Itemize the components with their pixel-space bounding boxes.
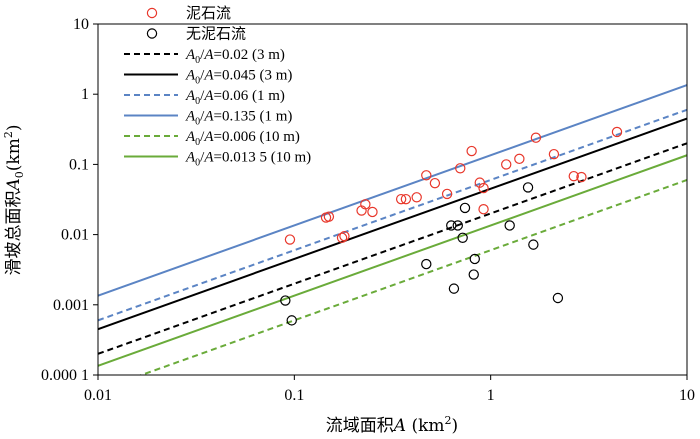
- non-debris-flow-point: [446, 220, 457, 231]
- axis-ticks: 0.01 0.1 1 10 0.000 1 0.001 0.01 0.1 1 10: [41, 16, 695, 404]
- debris-flow-point: [400, 193, 412, 205]
- legend-marker: [146, 7, 158, 19]
- y-tick-label: 10: [73, 16, 89, 33]
- y-tick-label: 0.1: [69, 156, 89, 173]
- x-tick-label: 0.01: [84, 387, 112, 404]
- debris-flow-point: [339, 230, 350, 242]
- non-debris-flow-point: [504, 220, 515, 231]
- debris-flow-point: [466, 145, 477, 157]
- debris-flow-point: [395, 193, 407, 205]
- legend-label: 无泥石流: [186, 25, 246, 43]
- debris-flow-point: [336, 232, 348, 244]
- y-axis-title: 滑坡总面积A0(km2): [2, 125, 26, 276]
- debris-flow-point: [478, 182, 489, 194]
- legend-item: A0/A=0.006 (10 m): [124, 129, 300, 148]
- y-tick-label: 1: [81, 86, 89, 103]
- debris-flow-point: [576, 171, 587, 183]
- legend-item: 无泥石流: [146, 25, 246, 43]
- debris-flow-point: [421, 170, 432, 181]
- fit-line-1: [98, 142, 687, 355]
- debris-flow-point: [455, 163, 466, 174]
- debris-flow-point: [611, 126, 623, 138]
- debris-flow-point: [429, 177, 441, 189]
- non-debris-flow-point: [522, 182, 534, 193]
- non-debris-flow-point: [280, 295, 291, 306]
- debris-flow-point: [411, 192, 422, 203]
- fit-line-3: [98, 108, 687, 322]
- fit-lines: [98, 84, 687, 375]
- axis-titles: 流域面积A (km2) 滑坡总面积A0(km2): [2, 125, 458, 436]
- legend-item: A0/A=0.045 (3 m): [124, 68, 292, 87]
- debris-flow-point: [367, 206, 378, 218]
- legend-marker: [146, 28, 158, 39]
- legend-label: A0/A=0.135 (1 m): [185, 109, 292, 128]
- legend-label: A0/A=0.013 5 (10 m): [185, 150, 311, 169]
- x-tick-label: 0.1: [284, 387, 304, 404]
- fit-line-2: [98, 117, 687, 331]
- debris-flow-point: [478, 204, 489, 215]
- legend-label: 泥石流: [186, 4, 231, 22]
- y-tick-label: 0.01: [61, 227, 89, 244]
- x-tick-label: 1: [487, 387, 495, 404]
- y-tick-label: 0.001: [53, 297, 89, 314]
- legend-item: A0/A=0.135 (1 m): [124, 109, 292, 128]
- legend-label: A0/A=0.06 (1 m): [185, 88, 285, 107]
- legend-item: 泥石流: [146, 4, 231, 22]
- fit-line-5: [138, 179, 687, 375]
- legend-label: A0/A=0.045 (3 m): [185, 68, 292, 87]
- legend-item: A0/A=0.02 (3 m): [124, 47, 285, 66]
- debris-flow-point: [514, 153, 525, 165]
- non-debris-flow-point: [448, 283, 460, 294]
- plot-frame: [97, 23, 688, 376]
- non-debris-flow-point: [469, 253, 480, 265]
- non-debris-flow-point: [552, 292, 564, 304]
- data-points: [280, 126, 623, 326]
- non-debris-flow-point: [459, 202, 471, 214]
- x-axis-title: 流域面积A (km2): [326, 414, 458, 436]
- non-debris-flow-point: [452, 220, 463, 231]
- non-debris-flow-point: [468, 269, 479, 280]
- legend-label: A0/A=0.006 (10 m): [185, 129, 300, 148]
- legend-label: A0/A=0.02 (3 m): [185, 47, 285, 66]
- debris-flow-point: [360, 199, 371, 210]
- fit-line-4: [98, 84, 687, 297]
- debris-flow-point: [530, 132, 542, 143]
- legend-item: A0/A=0.013 5 (10 m): [124, 150, 311, 169]
- non-debris-flow-point: [457, 232, 468, 244]
- debris-flow-point: [474, 177, 485, 188]
- debris-flow-point: [284, 234, 296, 245]
- y-tick-label: 0.000 1: [41, 367, 89, 384]
- x-tick-label: 10: [679, 387, 695, 404]
- debris-flow-point: [441, 188, 453, 200]
- legend-item: A0/A=0.06 (1 m): [124, 88, 285, 107]
- non-debris-flow-point: [286, 315, 297, 326]
- debris-flow-point: [501, 159, 512, 170]
- fit-line-6: [98, 154, 687, 367]
- debris-flow-point: [323, 211, 335, 222]
- non-debris-flow-point: [421, 258, 432, 270]
- debris-flow-point: [548, 148, 560, 160]
- debris-flow-point: [568, 170, 579, 182]
- non-debris-flow-point: [528, 239, 539, 250]
